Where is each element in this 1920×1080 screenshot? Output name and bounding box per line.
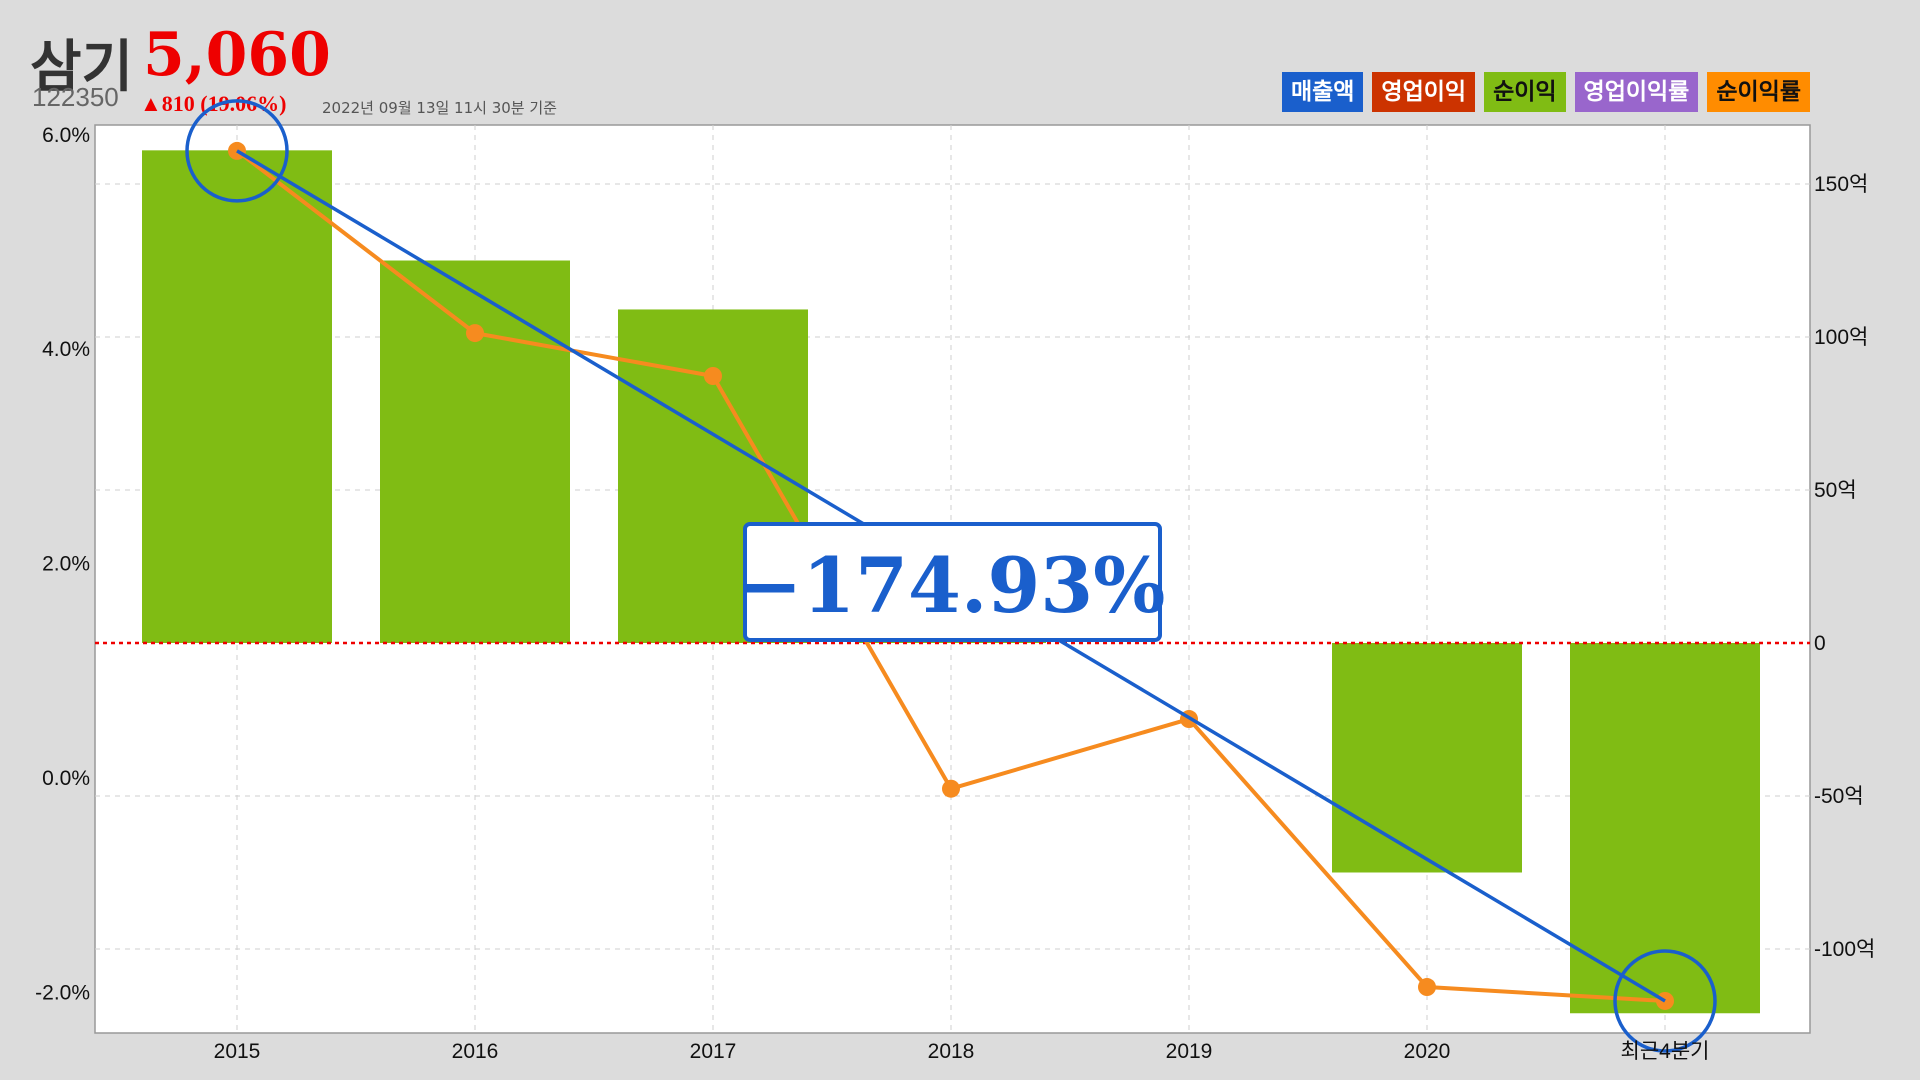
callout-box [743, 522, 1162, 642]
x-tick-label: 2018 [928, 1040, 975, 1063]
net-income-bar [1570, 643, 1760, 1014]
x-tick-label: 2015 [214, 1040, 261, 1063]
left-tick-label: -2.0% [35, 981, 90, 1004]
net-margin-point [466, 324, 484, 343]
legend-item[interactable]: 순이익 [1484, 72, 1566, 112]
stock-change: ▲810 (19.06%) [140, 91, 287, 116]
end-circle [1613, 949, 1717, 1053]
right-tick-label: 150억 [1814, 173, 1868, 196]
stock-timestamp: 2022년 09월 13일 11시 30분 기준 [322, 99, 557, 117]
left-tick-label: 0.0% [42, 767, 90, 790]
legend-item[interactable]: 매출액 [1281, 72, 1364, 112]
start-circle [185, 99, 289, 203]
left-axis-ticks: 6.0% 4.0% 2.0% 0.0% -2.0% [35, 124, 90, 1005]
x-tick-label: 2017 [690, 1040, 737, 1063]
stock-price: 5,060 [143, 20, 331, 90]
left-tick-label: 2.0% [42, 553, 90, 576]
chart-legend: 매출액 영업이익 순이익 영업이익률 순이익률 [1281, 72, 1810, 112]
legend-item[interactable]: 영업이익 [1372, 72, 1476, 112]
left-tick-label: 4.0% [42, 338, 90, 361]
x-tick-label: 2016 [452, 1040, 499, 1063]
net-margin-point [942, 779, 960, 798]
net-income-bars [142, 150, 1760, 1014]
net-income-bar [142, 150, 332, 643]
callout-label: −174.93% [739, 541, 1166, 630]
right-tick-label: -100억 [1814, 938, 1875, 961]
right-tick-label: 50억 [1814, 479, 1857, 502]
stock-name: 삼기 [30, 35, 134, 100]
left-tick-label: 6.0% [42, 124, 90, 147]
x-tick-label: 2020 [1404, 1040, 1451, 1063]
x-tick-label: 2019 [1166, 1040, 1213, 1063]
right-tick-label: 100억 [1814, 326, 1868, 349]
net-income-bar [380, 260, 570, 643]
net-margin-point [704, 367, 722, 385]
legend-item[interactable]: 영업이익률 [1574, 72, 1699, 112]
x-tick-label: 최근4분기 [1621, 1040, 1710, 1063]
net-margin-point [1418, 978, 1436, 997]
right-tick-label: -50억 [1814, 785, 1864, 808]
stock-header: 삼기 5,060 122350 ▲810 (19.06%) 2022년 09월 … [0, 0, 1920, 125]
x-axis-ticks: 2015 2016 2017 2018 2019 2020 최근4분기 [214, 1040, 1710, 1063]
right-tick-label: 0 [1814, 632, 1826, 655]
right-axis-ticks: 150억 100억 50억 0 -50억 -100억 [1814, 173, 1875, 961]
legend-item[interactable]: 순이익률 [1707, 72, 1810, 112]
net-income-bar [1332, 643, 1522, 873]
stock-code: 122350 [32, 82, 119, 112]
change-callout: −174.93% [739, 522, 1166, 642]
